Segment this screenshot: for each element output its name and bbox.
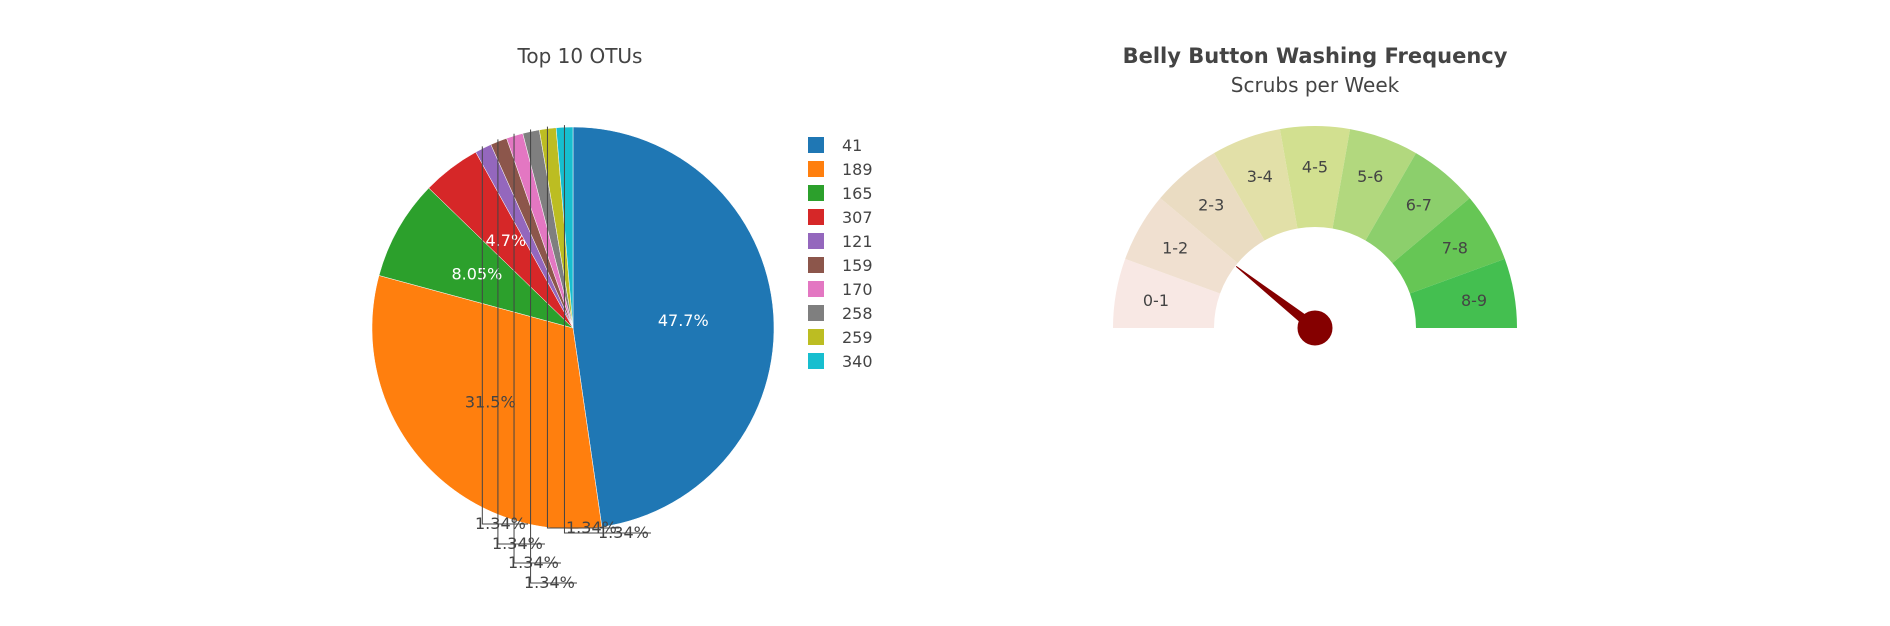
- pie-slice-label: 4.7%: [486, 231, 527, 250]
- pie-slice-label: 8.05%: [452, 264, 503, 283]
- legend-swatch[interactable]: [808, 161, 824, 177]
- gauge-segment-7-8[interactable]: [1392, 198, 1505, 294]
- gauge-segment-2-3[interactable]: [1160, 153, 1265, 264]
- legend-swatch[interactable]: [808, 305, 824, 321]
- gauge-segment-label: 1-2: [1162, 238, 1188, 257]
- pie-slice-label: 1.34%: [524, 573, 575, 592]
- pie-label-leader: [563, 125, 651, 534]
- pie-slice-label: 1.34%: [492, 534, 543, 553]
- legend-label[interactable]: 170: [842, 280, 873, 299]
- pie-slice-label: 47.7%: [658, 311, 709, 330]
- pie-slice-label: 31.5%: [465, 392, 516, 411]
- gauge-segment-label: 8-9: [1461, 291, 1487, 310]
- legend-label[interactable]: 259: [842, 328, 873, 347]
- gauge-segment-6-7[interactable]: [1365, 153, 1470, 264]
- pie-slice-label: 1.34%: [566, 518, 617, 537]
- pie-label-leader: [481, 146, 528, 525]
- gauge-chart-title: Belly Button Washing Frequency: [1123, 44, 1508, 68]
- pie-label-leader: [546, 126, 619, 529]
- legend-swatch[interactable]: [808, 329, 824, 345]
- pie-chart-title: Top 10 OTUs: [517, 44, 643, 68]
- pie-slice-41[interactable]: [572, 126, 775, 528]
- legend-label[interactable]: 340: [842, 352, 873, 371]
- gauge-segment-label: 3-4: [1247, 167, 1273, 186]
- legend-label[interactable]: 258: [842, 304, 873, 323]
- legend-swatch[interactable]: [808, 353, 824, 369]
- gauge-segment-label: 6-7: [1406, 195, 1432, 214]
- legend-swatch[interactable]: [808, 233, 824, 249]
- gauge-segment-label: 7-8: [1442, 238, 1468, 257]
- legend-label[interactable]: 165: [842, 184, 873, 203]
- gauge-segment-label: 4-5: [1302, 158, 1328, 177]
- legend-swatch[interactable]: [808, 281, 824, 297]
- pie-slice-label: 1.34%: [598, 523, 649, 542]
- legend-swatch[interactable]: [808, 137, 824, 153]
- gauge-segment-1-2[interactable]: [1125, 198, 1238, 294]
- pie-label-leader: [530, 129, 577, 584]
- gauge-chart-subtitle: Scrubs per Week: [1231, 73, 1400, 97]
- pie-legend: 41 189 165 307 121 159 170 258 259 340: [808, 136, 873, 371]
- gauge-segment-label: 2-3: [1198, 195, 1224, 214]
- pie-slice-label: 1.34%: [475, 514, 526, 533]
- legend-label[interactable]: 121: [842, 232, 873, 251]
- pie-slice-165[interactable]: [378, 187, 574, 329]
- gauge-segment-3-4[interactable]: [1214, 129, 1298, 241]
- gauge-segment-label: 0-1: [1143, 291, 1169, 310]
- legend-swatch[interactable]: [808, 185, 824, 201]
- gauge-segment-8-9[interactable]: [1409, 258, 1517, 328]
- gauge-needle-hub: [1297, 310, 1333, 346]
- pie-chart: 47.7%31.5%8.05%4.7%1.34%1.34%1.34%1.34%1…: [371, 125, 775, 592]
- legend-swatch[interactable]: [808, 257, 824, 273]
- gauge-segment-5-6[interactable]: [1332, 129, 1416, 241]
- pie-label-leader: [513, 133, 561, 564]
- gauge-segment-0-1[interactable]: [1113, 258, 1221, 328]
- legend-label[interactable]: 159: [842, 256, 873, 275]
- gauge-segment-label: 5-6: [1357, 167, 1383, 186]
- legend-label[interactable]: 307: [842, 208, 873, 227]
- legend-swatch[interactable]: [808, 209, 824, 225]
- gauge-segment-4-5[interactable]: [1279, 126, 1351, 229]
- legend-label[interactable]: 189: [842, 160, 873, 179]
- pie-slice-label: 1.34%: [508, 553, 559, 572]
- gauge-chart: 0-1 1-2 2-3 3-4 4-5 5-6 6-7 7-8 8-9: [1113, 126, 1517, 346]
- legend-label[interactable]: 41: [842, 136, 862, 155]
- pie-label-leader: [497, 139, 545, 545]
